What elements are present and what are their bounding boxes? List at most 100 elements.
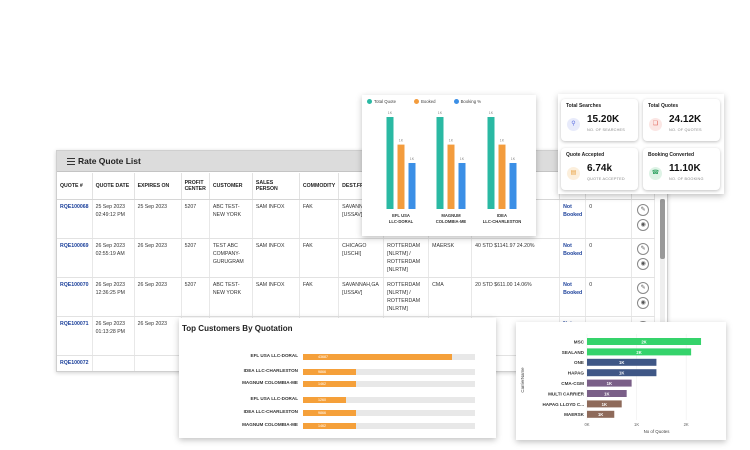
status-cell[interactable]: Not Booked: [559, 199, 587, 239]
customer-bar-row[interactable]: EFL USA LLC-DORAL 1260: [179, 396, 496, 404]
quote-date-cell: 26 Sep 2023 12:36:25 PM: [92, 277, 135, 318]
legend-label: Booking %: [460, 99, 482, 104]
status-cell[interactable]: Not Booked: [559, 277, 587, 318]
bar[interactable]: [487, 117, 495, 209]
bar[interactable]: 1462: [303, 423, 356, 429]
bar-track: 9866: [303, 410, 475, 416]
quote-number-cell[interactable]: RQE100070: [57, 277, 93, 318]
legend-item-booked: Booked: [413, 99, 436, 104]
column-header-customer[interactable]: CUSTOMER: [209, 173, 253, 200]
bar[interactable]: [587, 379, 632, 387]
customer-bar-row[interactable]: MAGNUM COLOMBIA-ME 1462: [179, 422, 496, 430]
category-label: MULTI CARRIER: [548, 391, 585, 396]
bar[interactable]: [587, 348, 692, 356]
bar-value-label: 1K: [598, 412, 603, 417]
view-icon[interactable]: ◉: [637, 218, 650, 231]
status-cell[interactable]: Not Booked: [559, 238, 587, 278]
table-row[interactable]: RQE100070 26 Sep 2023 12:36:25 PM 26 Sep 2…: [57, 277, 656, 318]
quote-number-cell[interactable]: RQE100068: [57, 199, 93, 239]
x-tick-label: 0K: [584, 422, 589, 427]
bar[interactable]: [587, 400, 622, 408]
bar[interactable]: 1462: [303, 381, 356, 387]
edit-icon[interactable]: ✎: [637, 281, 650, 294]
bar[interactable]: [587, 410, 615, 418]
column-header-profit-center[interactable]: PROFIT CENTER: [181, 173, 210, 200]
bar[interactable]: [408, 163, 416, 209]
customer-bar-row[interactable]: MAGNUM COLOMBIA-ME 1462: [179, 380, 496, 388]
bar[interactable]: [587, 338, 702, 345]
kpi-subtitle: NO. OF QUOTES: [669, 128, 702, 132]
customer-bar-row[interactable]: IDEA LLC-CHARLESTON 9866: [179, 409, 496, 417]
column-header-commodity[interactable]: COMMODITY: [299, 173, 340, 200]
count-cell: 0: [585, 277, 633, 318]
bar-value-label: 43687: [318, 355, 328, 359]
legend-dot: [413, 99, 419, 104]
bar-value-label: 1K: [410, 157, 415, 161]
chart-legend: Total Quote Booked Booking %: [367, 99, 481, 104]
expires-on-cell: 26 Sep 2023: [134, 316, 182, 356]
dest-to-cell: ROTTERDAM [NLRTM] / ROTTERDAM [NLRTM]: [383, 277, 430, 318]
actions-cell: ✎◉: [631, 238, 656, 278]
bar[interactable]: [386, 117, 394, 209]
bar[interactable]: [397, 144, 405, 209]
expires-on-cell: 25 Sep 2023: [134, 199, 182, 239]
view-icon[interactable]: ◉: [637, 257, 650, 270]
profit-center-cell: 5207: [181, 277, 210, 318]
customer-bar-row[interactable]: IDEA LLC-CHARLESTON 9866: [179, 368, 496, 376]
view-icon[interactable]: ◉: [637, 296, 650, 309]
quote-date-cell: 26 Sep 2023 01:13:28 PM: [92, 316, 135, 356]
bar[interactable]: 1260: [303, 397, 346, 403]
customer-label: EFL USA LLC-DORAL: [250, 396, 298, 401]
table-row[interactable]: RQE100068 25 Sep 2023 02:49:12 PM 25 Sep 2…: [57, 199, 656, 239]
bar-value-label: 1K: [489, 111, 494, 115]
customer-cell: ABC TEST-NEW YORK: [209, 277, 253, 318]
customer-bar-row[interactable]: EFL USA LLC-DORAL 43687: [179, 353, 496, 361]
edit-icon[interactable]: ✎: [637, 203, 650, 216]
kpi-total-searches[interactable]: Total Searches ⚲ 15.20K NO. OF SEARCHES: [561, 99, 638, 141]
table-scrollbar[interactable]: [660, 199, 665, 369]
legend-dot: [367, 99, 372, 104]
expires-on-cell: 26 Sep 2023: [134, 277, 182, 318]
kpi-value: 11.10K: [669, 163, 701, 174]
bar[interactable]: 9866: [303, 410, 356, 416]
bar[interactable]: [587, 390, 627, 397]
kpi-panel: Total Searches ⚲ 15.20K NO. OF SEARCHES …: [558, 94, 724, 194]
bar-value-label: 1K: [500, 139, 505, 143]
quote-number-cell[interactable]: RQE100071: [57, 316, 93, 356]
profit-center-cell: 5207: [181, 238, 210, 278]
column-header-quote-no[interactable]: QUOTE #: [57, 173, 93, 200]
bar[interactable]: [509, 163, 517, 209]
bar[interactable]: [436, 117, 444, 209]
bar[interactable]: [447, 144, 455, 209]
column-header-quote-date[interactable]: QUOTE DATE: [92, 173, 135, 200]
bar[interactable]: [587, 369, 657, 377]
table-row[interactable]: RQE100069 26 Sep 2023 02:55:19 AM 26 Sep 2…: [57, 238, 656, 278]
bar-track: 43687: [303, 354, 475, 360]
actions-cell: ✎◉: [631, 199, 656, 239]
quote-number-cell[interactable]: RQE100072: [57, 355, 93, 371]
bar-value-label: 1462: [318, 382, 326, 386]
bar[interactable]: 43687: [303, 354, 452, 360]
category-label: LLC-CHARLESTON: [483, 219, 522, 224]
kpi-booking-converted[interactable]: Booking Converted ☎ 11.10K NO. OF BOOKIN…: [643, 148, 720, 190]
kpi-quote-accepted[interactable]: Quote Accepted ▤ 6.74k QUOTE ACCEPTED: [561, 148, 638, 190]
bar[interactable]: [458, 163, 466, 209]
kpi-total-quotes[interactable]: Total Quotes ❏ 24.12K NO. OF QUOTES: [643, 99, 720, 141]
edit-icon[interactable]: ✎: [637, 242, 650, 255]
count-cell: 0: [585, 238, 633, 278]
column-header-sales-person[interactable]: SALES PERSON: [252, 173, 300, 200]
bar[interactable]: [498, 144, 506, 209]
quote-number-cell[interactable]: RQE100069: [57, 238, 93, 278]
top-customers-card: Top Customers By Quotation EFL USA LLC-D…: [179, 318, 496, 438]
bar[interactable]: [587, 358, 657, 366]
bar-value-label: 1462: [318, 424, 326, 428]
booking-icon: ☎: [649, 167, 662, 180]
legend-item-total-quote: Total Quote: [367, 99, 396, 104]
x-axis-label: No of Quotes: [644, 429, 671, 434]
scrollbar-thumb[interactable]: [660, 199, 665, 259]
bar[interactable]: 9866: [303, 369, 356, 375]
equipment-cell: 40 STD $1141.97 24.20%: [471, 238, 561, 278]
kpi-value: 15.20K: [587, 114, 620, 125]
column-header-expires-on[interactable]: EXPIRES ON: [134, 173, 182, 200]
